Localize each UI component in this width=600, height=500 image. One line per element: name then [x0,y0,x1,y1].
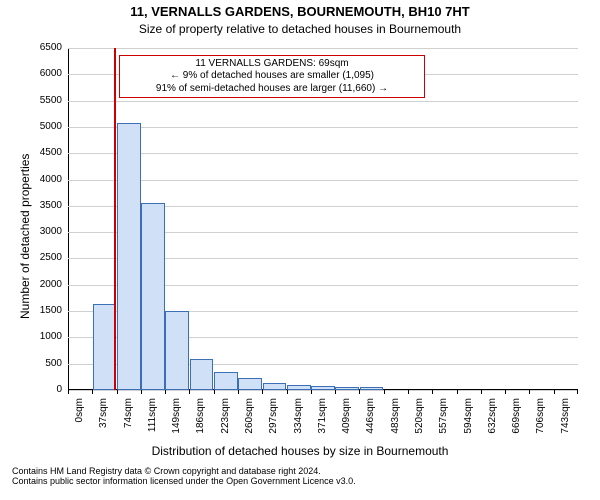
histogram-bar [263,383,287,390]
ytick-label: 3000 [40,226,62,237]
xtick-label: 74sqm [123,398,134,498]
ytick-label: 5000 [40,121,62,132]
histogram-bar [311,386,335,390]
ytick-label: 6000 [40,68,62,79]
xtick-label: 111sqm [147,398,158,498]
histogram-bar [238,378,262,390]
ytick-label: 6500 [40,42,62,53]
xtick-label: 483sqm [390,398,401,498]
chart-footer: Contains HM Land Registry data © Crown c… [12,466,356,486]
xtick-label: 371sqm [317,398,328,498]
histogram-bar [360,387,384,390]
xtick-label: 149sqm [171,398,182,498]
xtick-label: 594sqm [463,398,474,498]
ytick-label: 3500 [40,200,62,211]
ytick-label: 1500 [40,305,62,316]
plot-area: 11 VERNALLS GARDENS: 69sqm← 9% of detach… [68,48,578,390]
xtick-label: 743sqm [560,398,571,498]
xtick-label: 557sqm [438,398,449,498]
xtick-label: 409sqm [341,398,352,498]
histogram-bar [335,387,359,390]
xtick-label: 706sqm [535,398,546,498]
ytick-label: 2000 [40,279,62,290]
ytick-label: 0 [56,384,62,395]
ytick-label: 1000 [40,331,62,342]
ytick-label: 500 [45,358,62,369]
annotation-line: ← 9% of detached houses are smaller (1,0… [124,70,420,83]
reference-line [114,48,116,390]
xtick-label: 520sqm [414,398,425,498]
xtick-label: 446sqm [365,398,376,498]
xtick-label: 0sqm [74,398,85,498]
histogram-bar [287,385,311,390]
xtick-label: 223sqm [220,398,231,498]
y-axis-label: Number of detached properties [18,154,32,319]
chart-title: 11, VERNALLS GARDENS, BOURNEMOUTH, BH10 … [0,4,600,19]
xtick-label: 186sqm [195,398,206,498]
xtick-label: 260sqm [244,398,255,498]
xtick-label: 669sqm [511,398,522,498]
histogram-bar [165,311,189,390]
annotation-line: 91% of semi-detached houses are larger (… [124,83,420,96]
xtick-label: 297sqm [268,398,279,498]
ytick-label: 2500 [40,252,62,263]
histogram-bar [93,304,117,390]
histogram-bar [190,359,214,390]
histogram-bar [214,372,238,390]
chart-subtitle: Size of property relative to detached ho… [0,22,600,36]
xtick-label: 632sqm [487,398,498,498]
annotation-box: 11 VERNALLS GARDENS: 69sqm← 9% of detach… [119,55,425,99]
ytick-label: 4500 [40,147,62,158]
annotation-line: 11 VERNALLS GARDENS: 69sqm [124,58,420,71]
histogram-bar [141,203,165,390]
xtick-label: 334sqm [293,398,304,498]
histogram-bar [117,123,141,390]
ytick-label: 5500 [40,95,62,106]
ytick-label: 4000 [40,174,62,185]
xtick-label: 37sqm [98,398,109,498]
